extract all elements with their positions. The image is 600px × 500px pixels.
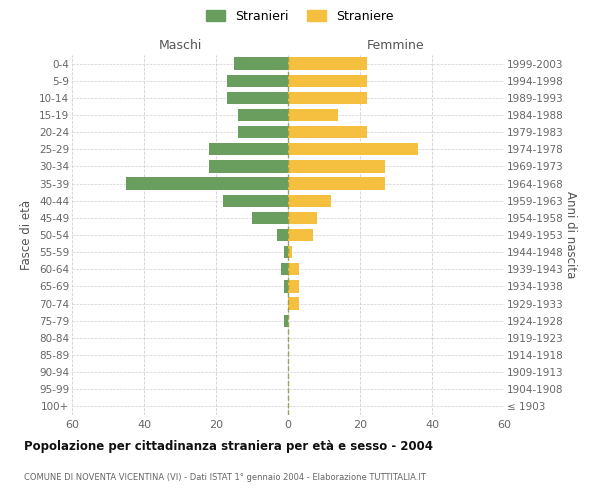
Y-axis label: Anni di nascita: Anni di nascita <box>565 192 577 278</box>
Y-axis label: Fasce di età: Fasce di età <box>20 200 34 270</box>
Bar <box>284 314 288 327</box>
Bar <box>288 160 385 172</box>
Bar <box>284 280 288 292</box>
Bar <box>288 280 299 292</box>
Bar <box>238 126 288 138</box>
Text: Popolazione per cittadinanza straniera per età e sesso - 2004: Popolazione per cittadinanza straniera p… <box>24 440 433 453</box>
Bar <box>252 212 288 224</box>
Bar <box>288 263 299 276</box>
Bar <box>288 194 331 207</box>
Legend: Stranieri, Straniere: Stranieri, Straniere <box>203 6 397 26</box>
Bar <box>288 109 338 121</box>
Bar <box>288 229 313 241</box>
Bar <box>288 74 367 87</box>
Bar <box>288 143 418 156</box>
Text: COMUNE DI NOVENTA VICENTINA (VI) - Dati ISTAT 1° gennaio 2004 - Elaborazione TUT: COMUNE DI NOVENTA VICENTINA (VI) - Dati … <box>24 473 426 482</box>
Bar <box>281 263 288 276</box>
Bar <box>288 246 292 258</box>
Bar <box>288 58 367 70</box>
Bar <box>209 143 288 156</box>
Bar <box>277 229 288 241</box>
Bar <box>288 126 367 138</box>
Bar <box>288 212 317 224</box>
Bar <box>126 178 288 190</box>
Bar <box>288 298 299 310</box>
Bar <box>234 58 288 70</box>
Bar <box>223 194 288 207</box>
Text: Femmine: Femmine <box>367 38 425 52</box>
Bar <box>284 246 288 258</box>
Bar <box>288 92 367 104</box>
Bar <box>227 74 288 87</box>
Bar <box>238 109 288 121</box>
Bar <box>209 160 288 172</box>
Bar <box>227 92 288 104</box>
Bar <box>288 178 385 190</box>
Text: Maschi: Maschi <box>158 38 202 52</box>
